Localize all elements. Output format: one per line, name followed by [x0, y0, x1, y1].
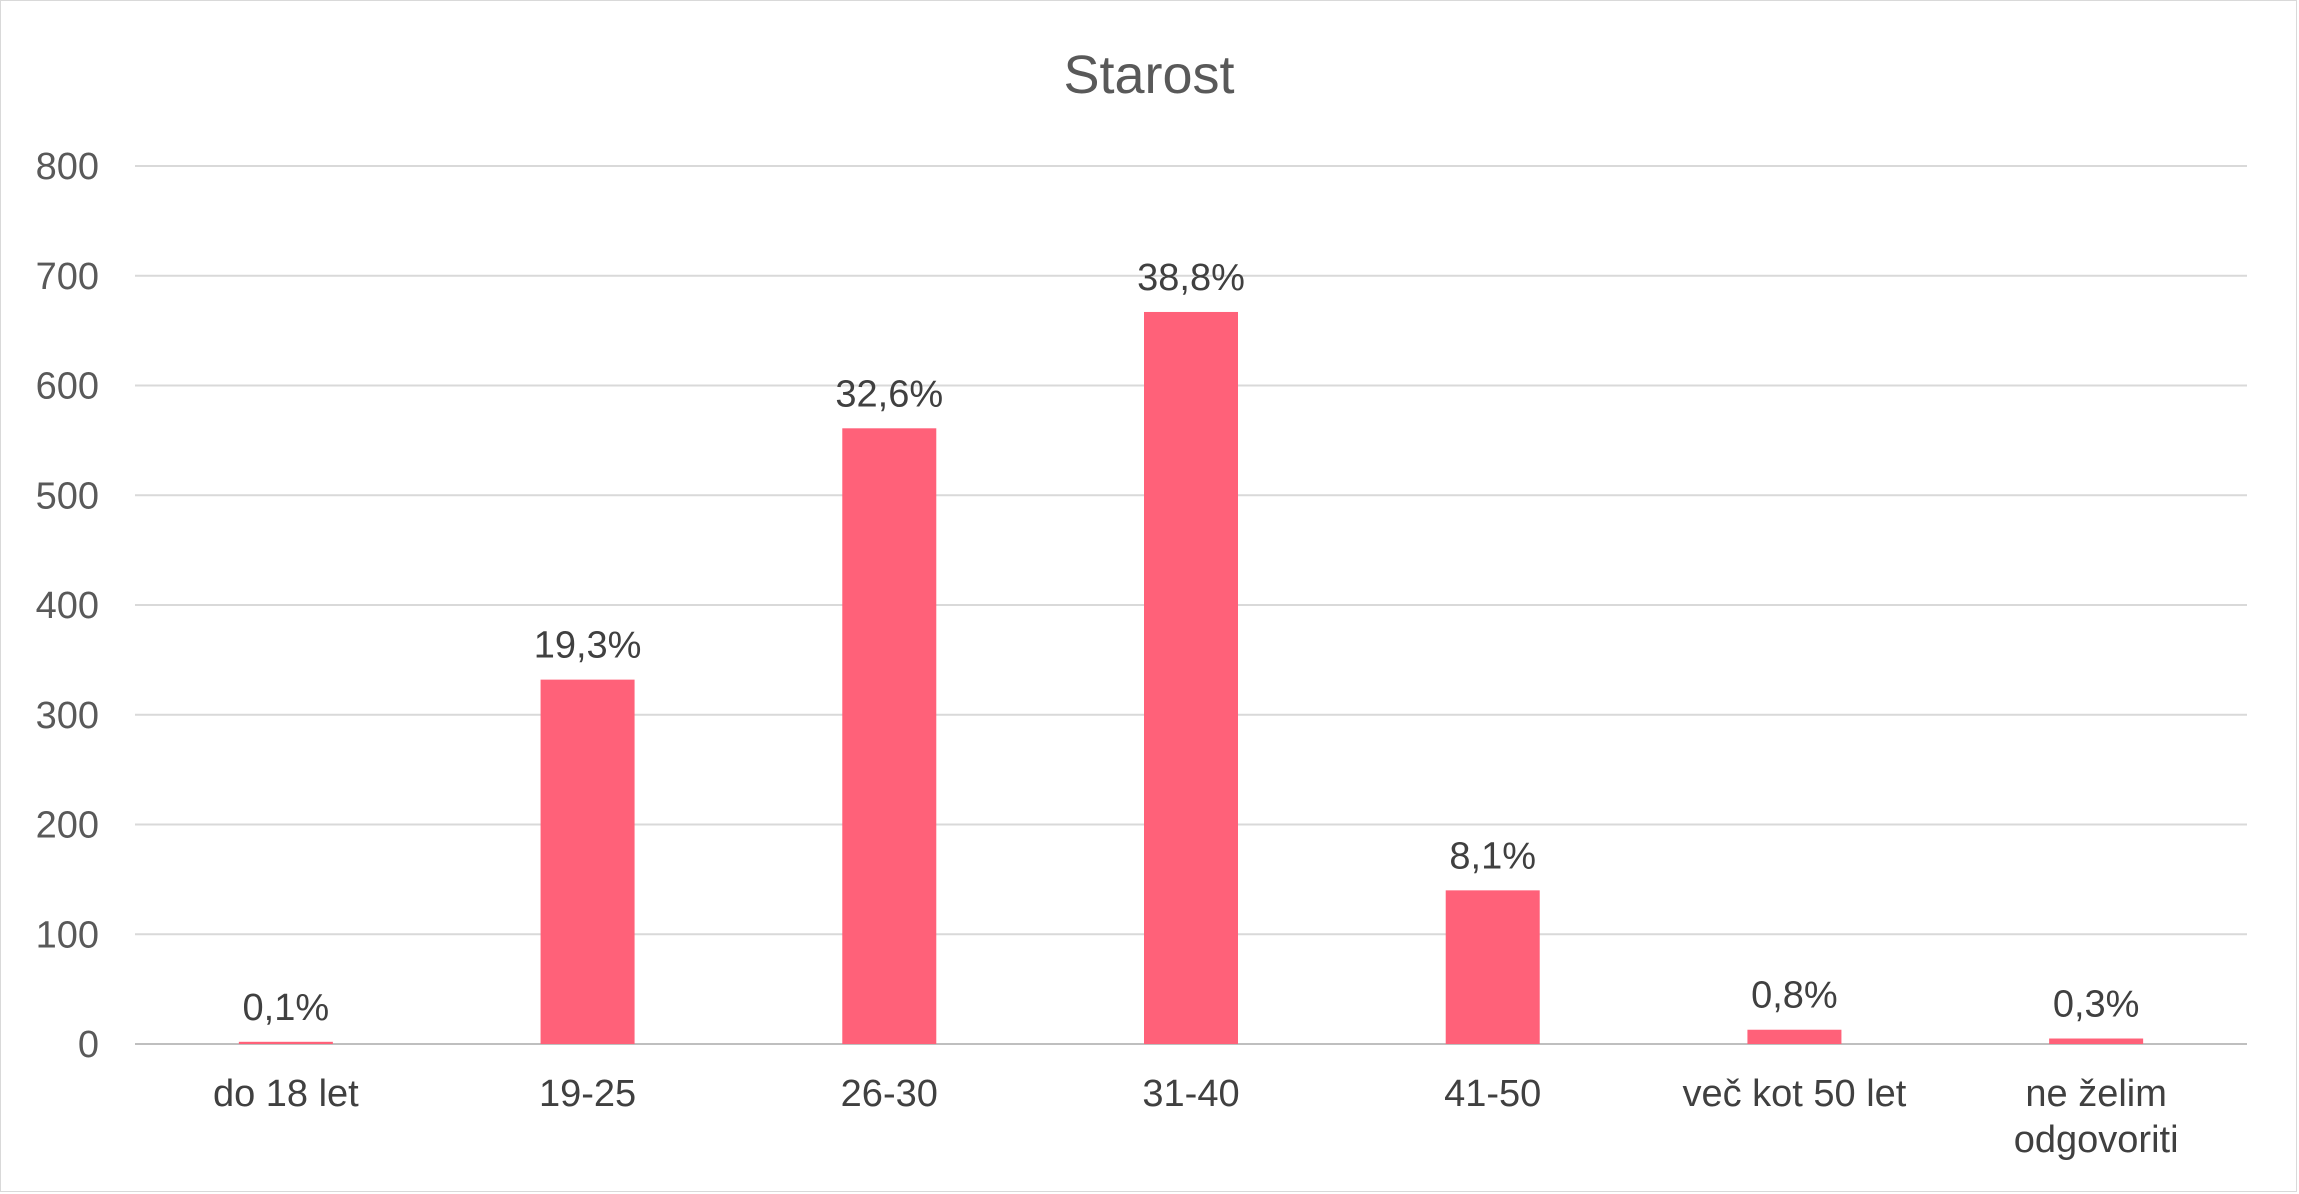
x-category-label: odgovoriti: [2014, 1119, 2179, 1161]
y-tick-label: 400: [36, 585, 99, 627]
bar: [540, 679, 635, 1044]
bar-data-label: 32,6%: [835, 373, 943, 415]
bar: [238, 1041, 333, 1044]
x-category-label: 26-30: [841, 1073, 938, 1115]
x-category-label: ne želim: [2025, 1073, 2167, 1115]
bar-data-label: 0,8%: [1751, 975, 1838, 1017]
y-axis-ticks: 0 100 200 300 400 500 600 700 800: [36, 146, 99, 1066]
y-tick-label: 500: [36, 475, 99, 517]
bar: [842, 428, 937, 1044]
x-category-label: več kot 50 let: [1682, 1073, 1906, 1115]
y-tick-label: 800: [36, 146, 99, 188]
bar-data-label: 19,3%: [534, 625, 642, 667]
x-category-label: 41-50: [1444, 1073, 1541, 1115]
bar-data-label: 8,1%: [1449, 835, 1536, 877]
y-tick-label: 300: [36, 695, 99, 737]
y-tick-label: 100: [36, 914, 99, 956]
x-axis-categories: do 18 let 19-25 26-30 31-40 41-50 več kot 50 …: [213, 1073, 2179, 1161]
y-tick-label: 700: [36, 256, 99, 298]
bar-data-label: 38,8%: [1137, 257, 1245, 299]
x-category-label: do 18 let: [213, 1073, 359, 1115]
bar-data-label: 0,1%: [243, 987, 330, 1029]
x-category-label: 19-25: [539, 1073, 636, 1115]
y-tick-label: 600: [36, 366, 99, 408]
data-labels: 0,1% 19,3% 32,6% 38,8% 8,1% 0,8% 0,3%: [243, 257, 2140, 1029]
bar: [1445, 890, 1540, 1044]
bar-data-label: 0,3%: [2053, 984, 2140, 1026]
y-tick-label: 200: [36, 805, 99, 847]
x-category-label: 31-40: [1142, 1073, 1239, 1115]
chart-title: Starost: [1063, 45, 1234, 105]
bars: [238, 311, 2144, 1044]
y-tick-label: 0: [78, 1024, 99, 1066]
bar: [1144, 311, 1238, 1044]
bar: [1747, 1029, 1842, 1044]
bar: [2049, 1038, 2144, 1044]
